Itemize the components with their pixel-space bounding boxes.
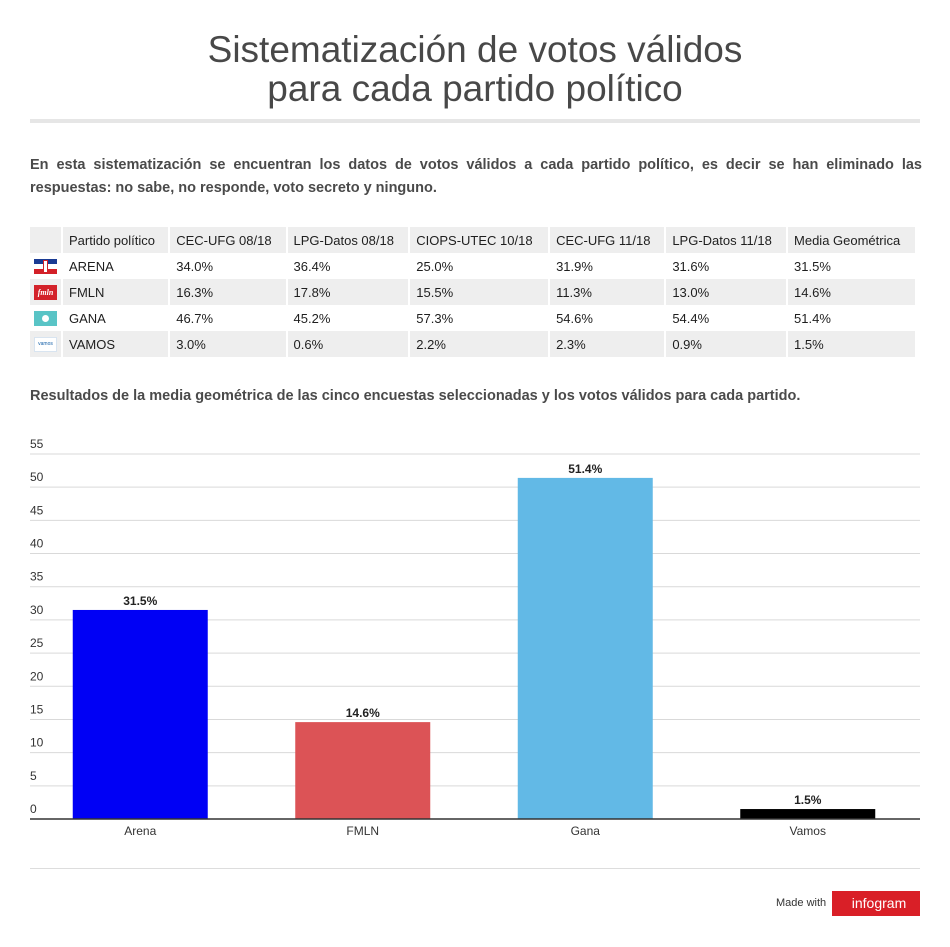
title-divider bbox=[30, 119, 920, 123]
party-name: VAMOS bbox=[63, 331, 169, 357]
made-with-label: Made with bbox=[776, 897, 827, 909]
y-tick-label: 45 bbox=[30, 503, 44, 517]
table-row-vamos: vamos VAMOS 3.0% 0.6% 2.2% 2.3% 0.9% 1.5… bbox=[30, 331, 915, 357]
header-cec-ufg-11: CEC-UFG 11/18 bbox=[550, 227, 665, 253]
table-cell: 15.5% bbox=[410, 279, 549, 305]
table-cell: 3.0% bbox=[170, 331, 286, 357]
title-line-2: para cada partido político bbox=[267, 68, 683, 109]
party-name: GANA bbox=[63, 305, 169, 331]
y-tick-label: 35 bbox=[30, 570, 44, 584]
y-tick-label: 30 bbox=[30, 603, 44, 617]
table-row-arena: ARENA 34.0% 36.4% 25.0% 31.9% 31.6% 31.5… bbox=[30, 253, 915, 279]
data-label: 14.6% bbox=[346, 706, 380, 720]
table-cell: 31.5% bbox=[788, 253, 915, 279]
table-cell: 25.0% bbox=[410, 253, 549, 279]
table-cell: 11.3% bbox=[550, 279, 665, 305]
table-cell: 16.3% bbox=[170, 279, 286, 305]
bar-vamos bbox=[740, 809, 876, 819]
y-tick-label: 55 bbox=[30, 437, 44, 451]
table-cell: 31.6% bbox=[666, 253, 787, 279]
table-cell: 2.3% bbox=[550, 331, 665, 357]
table-row-fmln: fmln FMLN 16.3% 17.8% 15.5% 11.3% 13.0% … bbox=[30, 279, 915, 305]
bar-fmln bbox=[295, 722, 431, 819]
header-lpg-datos-11: LPG-Datos 11/18 bbox=[666, 227, 787, 253]
chart-subtitle: Resultados de la media geométrica de las… bbox=[30, 388, 801, 404]
table-cell: 17.8% bbox=[287, 279, 409, 305]
y-tick-label: 40 bbox=[30, 537, 44, 551]
table-cell: 46.7% bbox=[170, 305, 286, 331]
table-cell: 36.4% bbox=[287, 253, 409, 279]
header-logo-cell bbox=[30, 227, 61, 253]
header-lpg-datos-08: LPG-Datos 08/18 bbox=[287, 227, 409, 253]
logo-cell bbox=[30, 253, 61, 279]
x-tick-label: Arena bbox=[124, 824, 156, 838]
logo-cell bbox=[30, 305, 61, 331]
title-line-1: Sistematización de votos válidos bbox=[207, 29, 743, 70]
header-cec-ufg-08: CEC-UFG 08/18 bbox=[170, 227, 286, 253]
party-name: ARENA bbox=[63, 253, 169, 279]
x-tick-label: Vamos bbox=[790, 824, 826, 838]
table-cell: 51.4% bbox=[788, 305, 915, 331]
table-cell: 45.2% bbox=[287, 305, 409, 331]
data-label: 51.4% bbox=[568, 462, 602, 476]
y-tick-label: 20 bbox=[30, 669, 44, 683]
table-cell: 2.2% bbox=[410, 331, 549, 357]
table-row-gana: GANA 46.7% 45.2% 57.3% 54.6% 54.4% 51.4% bbox=[30, 305, 915, 331]
bar-chart: 0 5 10 15 20 25 30 35 40 45 50 55 31.5% Arena 14.6% FML… bbox=[30, 437, 920, 838]
y-tick-label: 10 bbox=[30, 736, 44, 750]
x-tick-label: FMLN bbox=[346, 824, 379, 838]
y-tick-label: 25 bbox=[30, 636, 44, 650]
logo-cell: fmln bbox=[30, 279, 61, 305]
bar-gana bbox=[517, 477, 653, 819]
header-media-geometrica: Media Geométrica bbox=[788, 227, 915, 253]
table-cell: 13.0% bbox=[666, 279, 787, 305]
vamos-logo: vamos bbox=[34, 336, 57, 352]
arena-flag-logo bbox=[34, 258, 57, 274]
table-cell: 0.9% bbox=[666, 331, 787, 357]
table-cell: 0.6% bbox=[287, 331, 409, 357]
page-title: Sistematización de votos válidos para ca… bbox=[30, 30, 920, 108]
poll-table: Partido político CEC-UFG 08/18 LPG-Datos… bbox=[28, 227, 917, 357]
y-tick-label: 5 bbox=[30, 769, 37, 783]
y-tick-label: 50 bbox=[30, 470, 44, 484]
table-cell: 14.6% bbox=[788, 279, 915, 305]
gana-logo bbox=[34, 310, 57, 326]
intro-paragraph: En esta sistematización se encuentran lo… bbox=[30, 157, 922, 196]
party-name: FMLN bbox=[63, 279, 169, 305]
header-party: Partido político bbox=[63, 227, 169, 253]
y-tick-label: 0 bbox=[30, 802, 37, 816]
footer-divider bbox=[30, 868, 920, 869]
table-cell: 34.0% bbox=[170, 253, 286, 279]
data-label: 31.5% bbox=[123, 594, 157, 608]
bar-arena bbox=[72, 609, 208, 819]
table-cell: 57.3% bbox=[410, 305, 549, 331]
table-cell: 1.5% bbox=[788, 331, 915, 357]
infogram-logo-link[interactable]: infogram bbox=[832, 891, 920, 916]
data-label: 1.5% bbox=[794, 793, 822, 807]
logo-cell: vamos bbox=[30, 331, 61, 357]
y-tick-label: 15 bbox=[30, 702, 44, 716]
header-ciops-utec-10: CIOPS-UTEC 10/18 bbox=[410, 227, 549, 253]
table-cell: 54.4% bbox=[666, 305, 787, 331]
x-tick-label: Gana bbox=[571, 824, 601, 838]
fmln-logo: fmln bbox=[34, 284, 57, 300]
table-cell: 54.6% bbox=[550, 305, 665, 331]
table-cell: 31.9% bbox=[550, 253, 665, 279]
table-header-row: Partido político CEC-UFG 08/18 LPG-Datos… bbox=[30, 227, 915, 253]
